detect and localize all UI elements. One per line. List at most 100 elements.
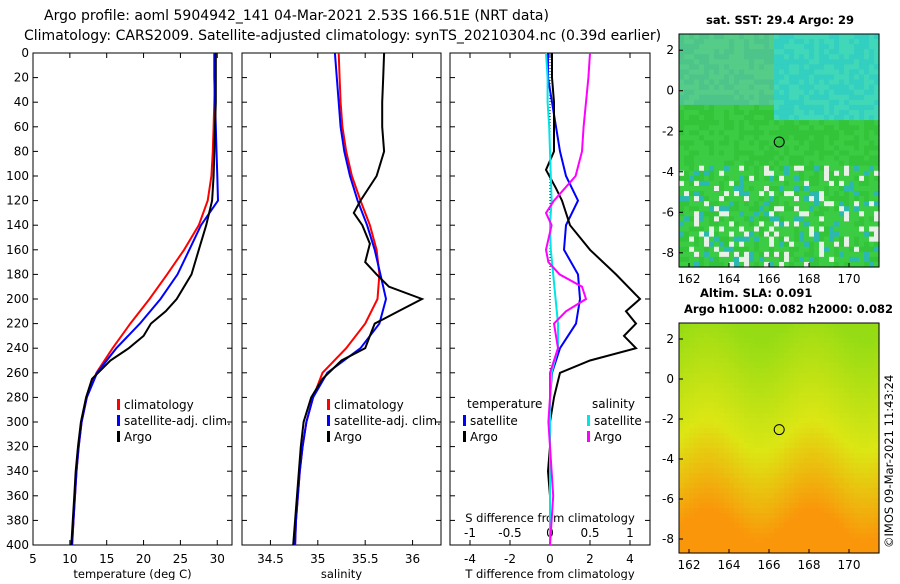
map-pixel [864, 548, 870, 554]
map-pixel [799, 74, 805, 81]
map-pixel [744, 503, 750, 509]
map-pixel [704, 513, 710, 519]
map-pixel [779, 211, 785, 217]
map-pixel [759, 191, 765, 197]
map-pixel [689, 54, 695, 60]
map-pixel [709, 323, 715, 329]
map-pixel [804, 493, 810, 499]
map-pixel [734, 89, 740, 96]
map-pixel [769, 170, 775, 177]
map-pixel [844, 538, 850, 544]
map-pixel [869, 323, 875, 329]
map-pixel [679, 125, 685, 131]
map-pixel [789, 508, 795, 514]
map-pixel [749, 548, 755, 554]
map-pixel [749, 408, 755, 414]
map-pixel [719, 54, 725, 60]
map-pixel [779, 448, 785, 454]
map-pixel [859, 150, 865, 157]
map-pixel [774, 241, 780, 248]
map-pixel [689, 403, 695, 409]
map-pixel [714, 34, 720, 40]
map-pixel [689, 493, 695, 499]
map-pixel [739, 89, 745, 96]
map-pixel [869, 246, 875, 253]
map-pixel [734, 135, 740, 141]
map-pixel [784, 478, 790, 484]
legend-2-label: Argo [124, 430, 152, 444]
map-pixel [824, 206, 830, 212]
map-pixel [744, 44, 750, 50]
map-pixel [839, 358, 845, 364]
map-pixel [689, 104, 695, 111]
map-pixel [704, 120, 710, 126]
map-pixel [789, 175, 795, 182]
map-pixel [734, 256, 740, 263]
map-pixel [754, 54, 760, 60]
map-pixel [694, 145, 700, 152]
map-pixel [844, 231, 850, 238]
legend-1-swatch [117, 415, 120, 426]
map-pixel [829, 443, 835, 449]
y-tick-label: 400 [6, 538, 29, 552]
map-pixel [679, 458, 685, 464]
map-pixel [834, 125, 840, 131]
map-pixel [854, 170, 860, 177]
map-pixel [774, 363, 780, 369]
map-pixel [819, 64, 825, 71]
map-pixel [744, 378, 750, 384]
map-pixel [784, 135, 790, 141]
map-pixel [839, 160, 845, 167]
map-pixel [764, 115, 770, 121]
map-pixel [699, 261, 705, 268]
map-pixel [809, 69, 815, 76]
map-pixel [784, 231, 790, 238]
map-pixel [724, 104, 730, 111]
map-pixel [724, 328, 730, 334]
map-pixel [864, 191, 870, 197]
map-pixel [839, 408, 845, 414]
map-pixel [759, 378, 765, 384]
map-pixel [729, 160, 735, 167]
map-pixel [749, 383, 755, 389]
map-pixel [704, 343, 710, 349]
map-pixel [774, 433, 780, 439]
map-pixel [769, 160, 775, 167]
map-pixel [784, 418, 790, 424]
map-pixel [784, 398, 790, 404]
map-pixel [844, 523, 850, 529]
map-pixel [699, 241, 705, 248]
map-pixel [699, 185, 705, 192]
map-pixel [754, 135, 760, 141]
map-pixel [794, 548, 800, 554]
map-pixel [824, 448, 830, 454]
map-pixel [704, 226, 710, 233]
map-pixel [844, 104, 850, 111]
map-pixel [859, 323, 865, 329]
map-pixel [844, 478, 850, 484]
map-pixel [739, 428, 745, 434]
map-pixel [849, 538, 855, 544]
map-pixel [834, 453, 840, 459]
map-pixel [779, 383, 785, 389]
map-pixel [774, 44, 780, 50]
map-pixel [729, 130, 735, 136]
map-pixel [779, 343, 785, 349]
map-pixel [719, 458, 725, 464]
map-pixel [839, 34, 845, 40]
map-pixel [774, 165, 780, 172]
map-pixel [749, 403, 755, 409]
map-pixel [714, 99, 720, 106]
map-pixel [859, 528, 865, 534]
map-pixel [779, 145, 785, 152]
map-pixel [789, 135, 795, 141]
map-pixel [724, 54, 730, 60]
map-pixel [854, 498, 860, 504]
map-pixel [744, 39, 750, 45]
map-pixel [859, 508, 865, 514]
map-pixel [714, 438, 720, 444]
map-pixel [824, 236, 830, 243]
map-pixel [849, 358, 855, 364]
map-pixel [689, 180, 695, 187]
map-pixel [754, 543, 760, 549]
